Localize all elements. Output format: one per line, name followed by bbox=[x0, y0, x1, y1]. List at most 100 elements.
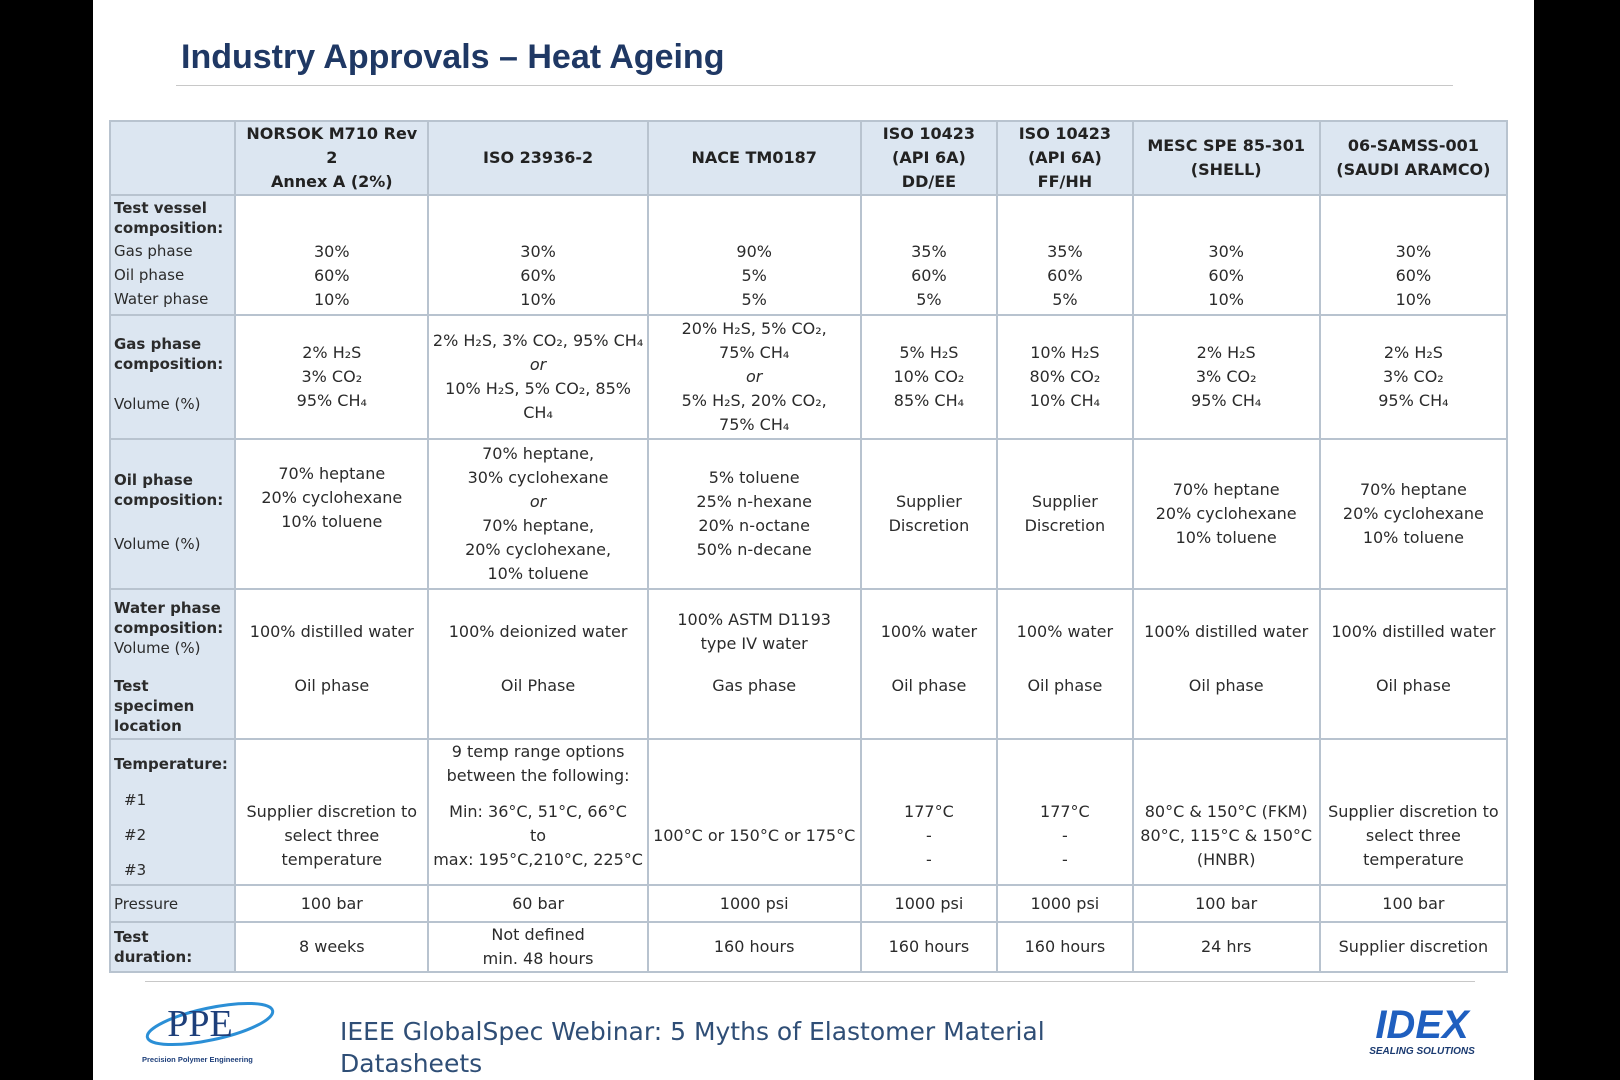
table-cell: 30% 60% 10% bbox=[1318, 194, 1509, 316]
table-cell: 70% heptane, 30% cyclohexane or 70% heptane… bbox=[427, 438, 649, 590]
table-cell: 100 bar bbox=[1318, 884, 1509, 923]
cell-line: 95% CH₄ bbox=[296, 391, 367, 410]
cell-line: 100°C or 150°C or 175°C bbox=[653, 826, 856, 845]
table-cell: 8 weeks bbox=[234, 921, 430, 973]
water-composition: 100% distilled water bbox=[1137, 591, 1316, 674]
idex-logo-text: IDEX bbox=[1375, 1003, 1471, 1047]
cell-line: 5% bbox=[741, 290, 767, 309]
cell-line: 20% H₂S, 5% CO₂, bbox=[681, 319, 827, 338]
table-cell: 24 hrs bbox=[1131, 921, 1321, 973]
column-header-line: 06-SAMSS-001 bbox=[1347, 136, 1479, 155]
column-header: ISO 23936-2 bbox=[427, 120, 649, 196]
table-cell: 9 temp range options between the followin… bbox=[427, 738, 649, 886]
cell-line: Supplier discretion to bbox=[1328, 802, 1499, 821]
row-sub-label: #2 bbox=[124, 826, 147, 844]
specimen-location: Oil Phase bbox=[500, 676, 576, 695]
table-cell: 100% water Oil phase bbox=[996, 588, 1134, 740]
cell-line: 5% bbox=[1052, 290, 1078, 309]
cell-line: temperature bbox=[281, 850, 383, 869]
table-cell: Supplier discretion to select three temper… bbox=[1318, 738, 1509, 886]
cell-line: - bbox=[1061, 826, 1068, 845]
cell-line: 10% bbox=[520, 290, 556, 309]
cell-line: or bbox=[529, 492, 547, 511]
idex-logo-subtext: SEALING SOLUTIONS bbox=[1369, 1046, 1475, 1057]
table-cell: 60 bar bbox=[427, 884, 649, 923]
cell-line: Discretion bbox=[888, 516, 970, 535]
page-title: Industry Approvals – Heat Ageing bbox=[181, 38, 725, 76]
water-composition: 100% distilled water bbox=[1324, 591, 1503, 674]
column-header-line: NACE TM0187 bbox=[691, 148, 817, 167]
cell-line: Supplier bbox=[895, 492, 962, 511]
cell-line: 177°C bbox=[904, 802, 954, 821]
column-header: ISO 10423 (API 6A) FF/HH bbox=[996, 120, 1134, 196]
row-header: Test vessel composition: Gas phase Oil p… bbox=[108, 194, 237, 316]
cell-line: 50% n-decane bbox=[696, 540, 812, 559]
column-header-line: ISO 10423 bbox=[1018, 124, 1112, 143]
row-header: Test duration: bbox=[108, 921, 237, 973]
column-header: 06-SAMSS-001 (SAUDI ARAMCO) bbox=[1318, 120, 1509, 196]
column-header-line: NORSOK M710 Rev 2 bbox=[246, 124, 418, 167]
cell-line: - bbox=[926, 850, 932, 869]
table-cell: 2% H₂S 3% CO₂ 95% CH₄ bbox=[234, 314, 430, 440]
table-row-water-location: Water phase composition: Volume (%) Test… bbox=[108, 588, 1509, 740]
water-composition: 100% water bbox=[865, 591, 993, 674]
row-sub-label: Gas phase bbox=[114, 242, 193, 260]
table-cell: 70% heptane 20% cyclohexane 10% toluene bbox=[1131, 438, 1321, 590]
cell-line: 30% cyclohexane bbox=[467, 468, 609, 487]
table-cell: 2% H₂S 3% CO₂ 95% CH₄ bbox=[1131, 314, 1321, 440]
cell-line: 100% deionized water bbox=[448, 622, 628, 641]
cell-line: or bbox=[529, 355, 547, 374]
cell-line: 2% H₂S, 3% CO₂, 95% CH₄ bbox=[432, 331, 644, 350]
table-cell: 70% heptane 20% cyclohexane 10% toluene bbox=[1318, 438, 1509, 590]
row-sub-label: Volume (%) bbox=[114, 535, 201, 553]
cell-line: 20% cyclohexane, bbox=[465, 540, 612, 559]
column-header-line: (SAUDI ARAMCO) bbox=[1336, 160, 1491, 179]
cell-line: 100% water bbox=[1016, 622, 1114, 641]
table-cell: 160 hours bbox=[646, 921, 862, 973]
column-header-line: Annex A (2%) bbox=[270, 172, 393, 191]
cell-line: 10% toluene bbox=[487, 564, 589, 583]
cell-line: min. 48 hours bbox=[482, 949, 594, 968]
table-cell: 160 hours bbox=[996, 921, 1134, 973]
table-cell: 30% 60% 10% bbox=[427, 194, 649, 316]
cell-line: 10% H₂S bbox=[1030, 343, 1100, 362]
cell-line: or bbox=[745, 367, 763, 386]
cell-line: 30% bbox=[1208, 242, 1244, 261]
cell-line: between the following: bbox=[446, 766, 630, 785]
cell-line: (HNBR) bbox=[1196, 850, 1256, 869]
table-row-gas-composition: Gas phase composition: Volume (%) 2% H₂S… bbox=[108, 314, 1509, 440]
approvals-table: NORSOK M710 Rev 2 Annex A (2%) ISO 23936-… bbox=[108, 120, 1509, 973]
corner-cell bbox=[108, 120, 237, 196]
row-sub-label: Volume (%) bbox=[114, 639, 201, 657]
cell-line: 5% bbox=[916, 290, 942, 309]
cell-line: 5% bbox=[741, 266, 767, 285]
specimen-location: Gas phase bbox=[712, 676, 797, 695]
row-sub-label: Oil phase bbox=[114, 266, 185, 284]
cell-line: 10% toluene bbox=[1175, 528, 1277, 547]
cell-line: 100% distilled water bbox=[249, 622, 414, 641]
table-cell: 30% 60% 10% bbox=[1131, 194, 1321, 316]
cell-line: 20% cyclohexane bbox=[1342, 504, 1484, 523]
row-header-title: Pressure bbox=[114, 894, 179, 913]
cell-line: 20% cyclohexane bbox=[261, 488, 403, 507]
cell-line: max: 195°C,210°C, 225°C bbox=[433, 850, 643, 869]
cell-line: 100% distilled water bbox=[1144, 622, 1309, 641]
ppe-logo-subtext: Precision Polymer Engineering bbox=[142, 1055, 253, 1064]
cell-line: 70% heptane, bbox=[482, 516, 595, 535]
cell-line: 70% heptane, bbox=[482, 444, 595, 463]
cell-line: 60% bbox=[1395, 266, 1432, 285]
cell-line: 10% CH₄ bbox=[1029, 391, 1101, 410]
cell-line: 10% H₂S, 5% CO₂, 85% CH₄ bbox=[445, 379, 631, 422]
cell-line: Supplier discretion to bbox=[246, 802, 418, 821]
cell-line: 20% n-octane bbox=[698, 516, 810, 535]
column-header-line: ISO 10423 bbox=[882, 124, 976, 143]
cell-line: 30% bbox=[314, 242, 350, 261]
table-row-pressure: Pressure 100 bar 60 bar 1000 psi 1000 ps… bbox=[108, 884, 1509, 923]
table-row-temperature: Temperature: #1 #2 #3 Supplier discretio… bbox=[108, 738, 1509, 886]
table-cell: 177°C - - bbox=[859, 738, 999, 886]
table-cell: 20% H₂S, 5% CO₂, 75% CH₄ or 5% H₂S, 20% CO₂… bbox=[646, 314, 862, 440]
table-cell: 1000 psi bbox=[646, 884, 862, 923]
table-cell: 70% heptane 20% cyclohexane 10% toluene bbox=[234, 438, 430, 590]
footer-text-line: Datasheets bbox=[340, 1049, 483, 1078]
cell-line: 25% n-hexane bbox=[696, 492, 812, 511]
